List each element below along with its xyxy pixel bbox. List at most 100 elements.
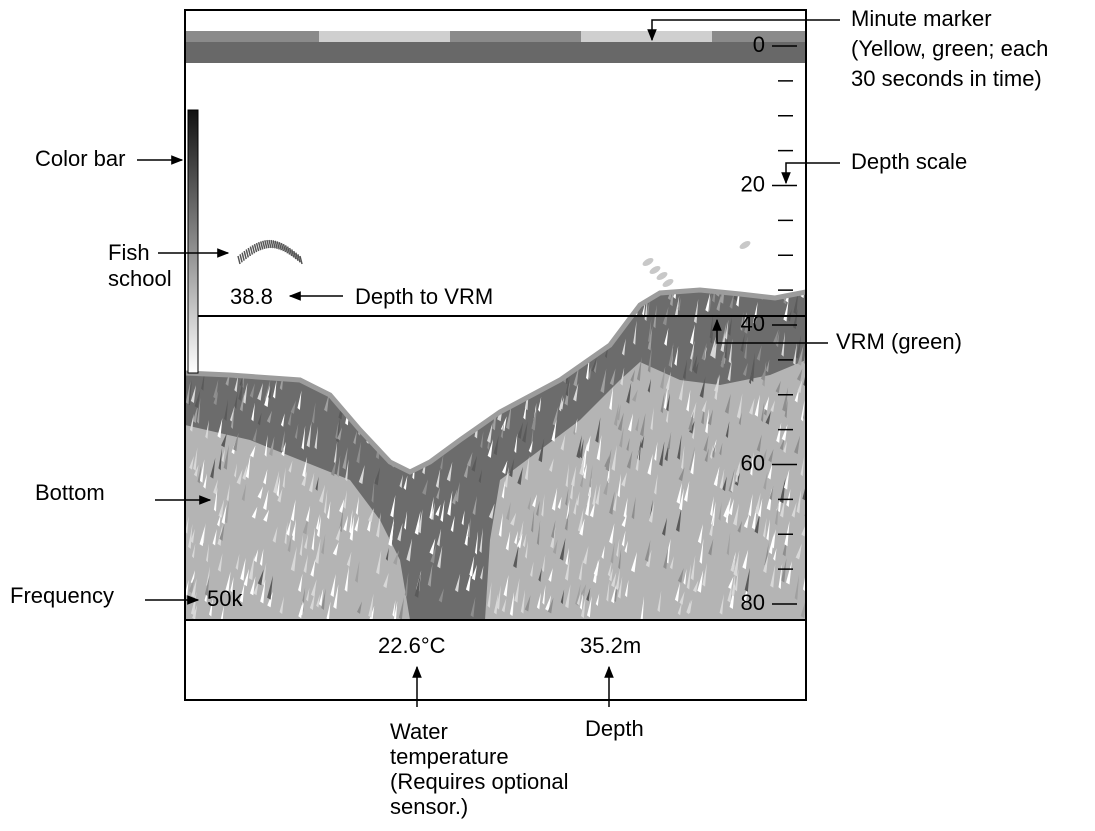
echo-streak — [508, 458, 515, 478]
callout-text: Color bar — [35, 146, 125, 171]
echo-streak — [188, 523, 193, 549]
echo-streak — [224, 399, 229, 421]
echo-streak — [436, 528, 442, 547]
echo-streak — [762, 448, 767, 462]
minute-segment — [712, 31, 806, 42]
echo-streak — [316, 516, 322, 538]
echo-streak — [509, 591, 515, 617]
echo-streak — [575, 583, 581, 606]
echo-streak — [578, 559, 583, 581]
echo-streak — [576, 491, 580, 507]
echo-streak — [306, 421, 312, 448]
echo-streak — [756, 434, 762, 452]
echo-streak — [678, 378, 684, 401]
echo-streak — [636, 356, 642, 382]
echo-streak — [263, 489, 269, 511]
minute-segment — [581, 31, 712, 42]
echo-streak — [760, 401, 765, 423]
echo-streak — [487, 582, 492, 608]
echo-streak — [748, 493, 753, 517]
echo-streak — [586, 596, 592, 618]
echo-streak — [796, 489, 802, 514]
callout-text: 30 seconds in time) — [851, 66, 1042, 91]
echo-streak — [349, 509, 353, 534]
fish-echo — [282, 243, 287, 253]
echo-streak — [647, 347, 652, 373]
echo-streak — [284, 521, 288, 545]
echo-streak — [688, 446, 695, 472]
echo-streak — [779, 437, 785, 451]
echo-streak — [607, 562, 612, 577]
echo-streak — [213, 379, 219, 399]
echo-streak — [736, 393, 743, 419]
echo-streak — [209, 597, 213, 617]
echo-streak — [514, 530, 519, 545]
echo-streak — [219, 523, 225, 541]
echo-streak — [728, 338, 733, 364]
echo-streak — [686, 564, 691, 590]
callout-text: Depth to VRM — [355, 284, 493, 309]
echo-streak — [213, 479, 218, 495]
echo-streak — [282, 467, 286, 489]
fish-echo — [249, 246, 254, 255]
echo-streak — [196, 397, 201, 424]
echo-streak — [796, 543, 802, 558]
echo-streak — [754, 492, 761, 515]
echo-streak — [311, 527, 316, 551]
echo-streak — [277, 488, 283, 503]
callout-text: (Requires optional — [390, 769, 569, 794]
echo-streak — [663, 385, 668, 410]
fish-echo — [276, 241, 280, 250]
echo-streak — [530, 561, 534, 578]
echo-streak — [669, 556, 674, 570]
echo-streak — [345, 459, 349, 482]
echo-streak — [392, 600, 396, 618]
echo-streak — [297, 390, 302, 410]
echo-streak — [268, 386, 272, 400]
echo-streak — [797, 334, 802, 354]
echo-streak — [397, 522, 403, 542]
echo-streak — [501, 480, 506, 499]
echo-streak — [251, 506, 258, 519]
minute-segment — [185, 31, 319, 42]
callout-text: VRM (green) — [836, 329, 962, 354]
echo-streak — [551, 419, 557, 442]
echo-streak — [626, 437, 630, 452]
echo-streak — [716, 293, 722, 312]
echo-streak — [298, 573, 303, 593]
echo-streak — [595, 483, 601, 505]
echo-streak — [531, 404, 538, 431]
echo-streak — [663, 547, 669, 570]
echo-streak — [226, 483, 230, 502]
echo-streak — [257, 486, 263, 499]
echo-streak — [727, 317, 732, 336]
echo-streak — [754, 394, 760, 417]
fish-school — [237, 239, 303, 265]
echo-streak — [728, 498, 734, 516]
echo-streak — [406, 538, 413, 562]
echo-streak — [693, 298, 699, 324]
echo-streak — [783, 469, 790, 490]
echo-streak — [217, 553, 223, 572]
echo-streak — [603, 477, 609, 496]
echo-streak — [527, 496, 532, 511]
echo-streak — [585, 435, 591, 452]
echo-streak — [783, 440, 788, 454]
echo-streak — [276, 475, 281, 497]
echo-streak — [520, 589, 526, 614]
echo-streak — [261, 562, 267, 586]
echo-streak — [760, 365, 767, 381]
echo-streak — [623, 497, 628, 518]
echo-streak — [500, 421, 505, 439]
echo-streak — [342, 447, 348, 470]
echo-streak — [654, 441, 658, 462]
depth-label: 40 — [741, 311, 765, 336]
echo-streak — [326, 601, 331, 620]
echo-streak — [579, 438, 584, 459]
echo-streak — [702, 562, 707, 587]
echo-streak — [686, 599, 691, 615]
echo-streak — [668, 342, 674, 368]
echo-streak — [272, 379, 277, 399]
fish-echo — [260, 241, 264, 250]
echo-streak — [504, 466, 509, 488]
